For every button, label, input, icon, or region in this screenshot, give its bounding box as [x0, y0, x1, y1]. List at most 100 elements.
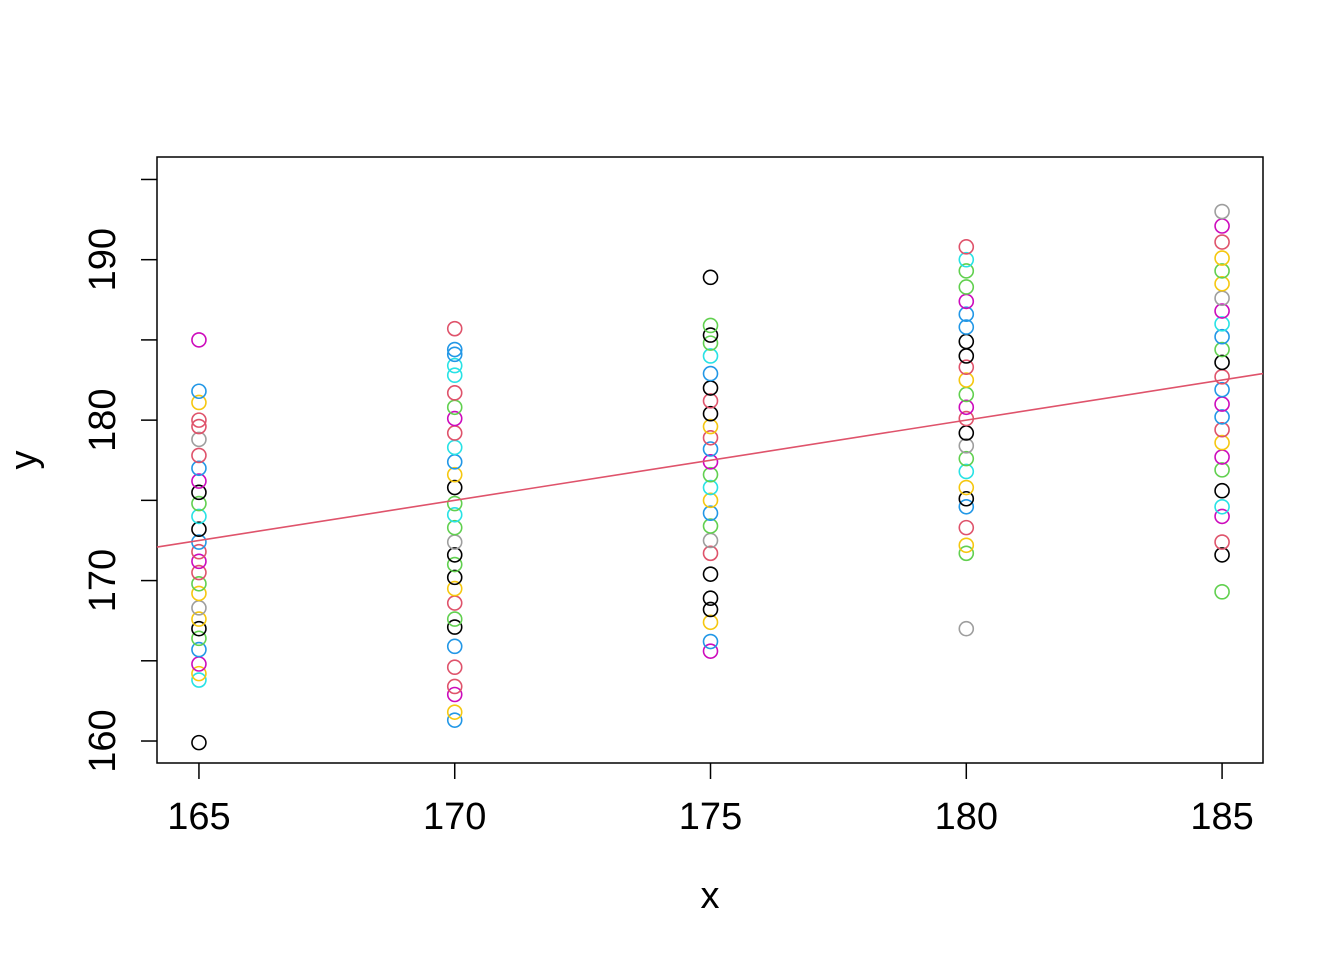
- x-tick-label: 175: [679, 796, 742, 838]
- point: [191, 630, 207, 647]
- point: [702, 380, 719, 396]
- point: [958, 463, 975, 480]
- point: [191, 672, 207, 688]
- point: [1214, 316, 1230, 332]
- y-tick-label: 160: [82, 709, 124, 772]
- point: [191, 460, 207, 477]
- y-tick-label: 180: [82, 388, 124, 451]
- point: [702, 492, 719, 509]
- point: [1214, 409, 1230, 425]
- point: [702, 335, 719, 351]
- point: [191, 495, 207, 512]
- point: [446, 357, 463, 374]
- point: [702, 317, 719, 334]
- point: [1214, 369, 1230, 385]
- point: [702, 466, 719, 483]
- point: [446, 367, 463, 384]
- point: [1214, 234, 1230, 250]
- point: [446, 466, 463, 483]
- point: [702, 643, 719, 659]
- point: [1214, 534, 1230, 550]
- point: [191, 553, 207, 570]
- point: [1214, 381, 1230, 398]
- y-tick-label: 190: [82, 228, 124, 291]
- point: [191, 521, 207, 538]
- point: [446, 519, 463, 536]
- point: [702, 348, 719, 364]
- point: [446, 425, 463, 441]
- point: [446, 320, 463, 337]
- point: [446, 439, 463, 456]
- point: [702, 327, 719, 343]
- point: [1214, 396, 1230, 412]
- point: [1214, 584, 1230, 600]
- point: [191, 585, 207, 602]
- x-tick-label: 165: [167, 796, 230, 838]
- x-tick-label: 185: [1190, 796, 1253, 838]
- point: [1214, 203, 1230, 220]
- point: [191, 734, 207, 751]
- point: [958, 306, 975, 323]
- point: [191, 484, 207, 501]
- point: [958, 537, 975, 554]
- x-tick-label: 170: [423, 796, 486, 838]
- point: [958, 479, 975, 496]
- point: [446, 638, 463, 655]
- point: [446, 611, 463, 627]
- point: [958, 438, 975, 454]
- point: [702, 601, 719, 618]
- point: [958, 519, 975, 536]
- point: [1214, 275, 1230, 292]
- point: [1214, 434, 1230, 451]
- point: [446, 704, 463, 720]
- point: [446, 619, 463, 635]
- point: [191, 543, 207, 560]
- point: [958, 450, 975, 467]
- point: [1214, 449, 1230, 465]
- point: [446, 534, 463, 550]
- point: [446, 479, 463, 496]
- point: [446, 341, 463, 358]
- point: [446, 346, 463, 363]
- point: [958, 279, 975, 295]
- point: [958, 372, 975, 388]
- point: [702, 269, 719, 286]
- point: [1214, 547, 1230, 563]
- point: [191, 394, 207, 411]
- point: [446, 385, 463, 401]
- point: [958, 333, 975, 350]
- point: [191, 564, 207, 581]
- point: [958, 359, 975, 375]
- point: [958, 490, 975, 507]
- point: [191, 412, 207, 428]
- point: [191, 508, 207, 525]
- point: [446, 454, 463, 470]
- point: [191, 665, 207, 682]
- point: [191, 473, 207, 489]
- point: [1214, 462, 1230, 478]
- point: [446, 712, 463, 728]
- point: [702, 566, 719, 582]
- point: [702, 590, 719, 607]
- x-tick-label: 180: [935, 796, 998, 838]
- point: [702, 479, 719, 496]
- point: [1214, 508, 1230, 525]
- point: [702, 429, 719, 446]
- point: [446, 556, 463, 573]
- point: [191, 431, 207, 448]
- point: [191, 620, 207, 637]
- point: [191, 534, 207, 550]
- point: [191, 418, 207, 435]
- point: [1214, 263, 1230, 279]
- point: [1214, 354, 1230, 371]
- point: [958, 620, 975, 637]
- point: [702, 454, 719, 470]
- point: [702, 365, 719, 382]
- point: [191, 656, 207, 672]
- point: [1214, 482, 1230, 499]
- point: [702, 532, 719, 549]
- point: [1214, 421, 1230, 438]
- point: [191, 641, 207, 658]
